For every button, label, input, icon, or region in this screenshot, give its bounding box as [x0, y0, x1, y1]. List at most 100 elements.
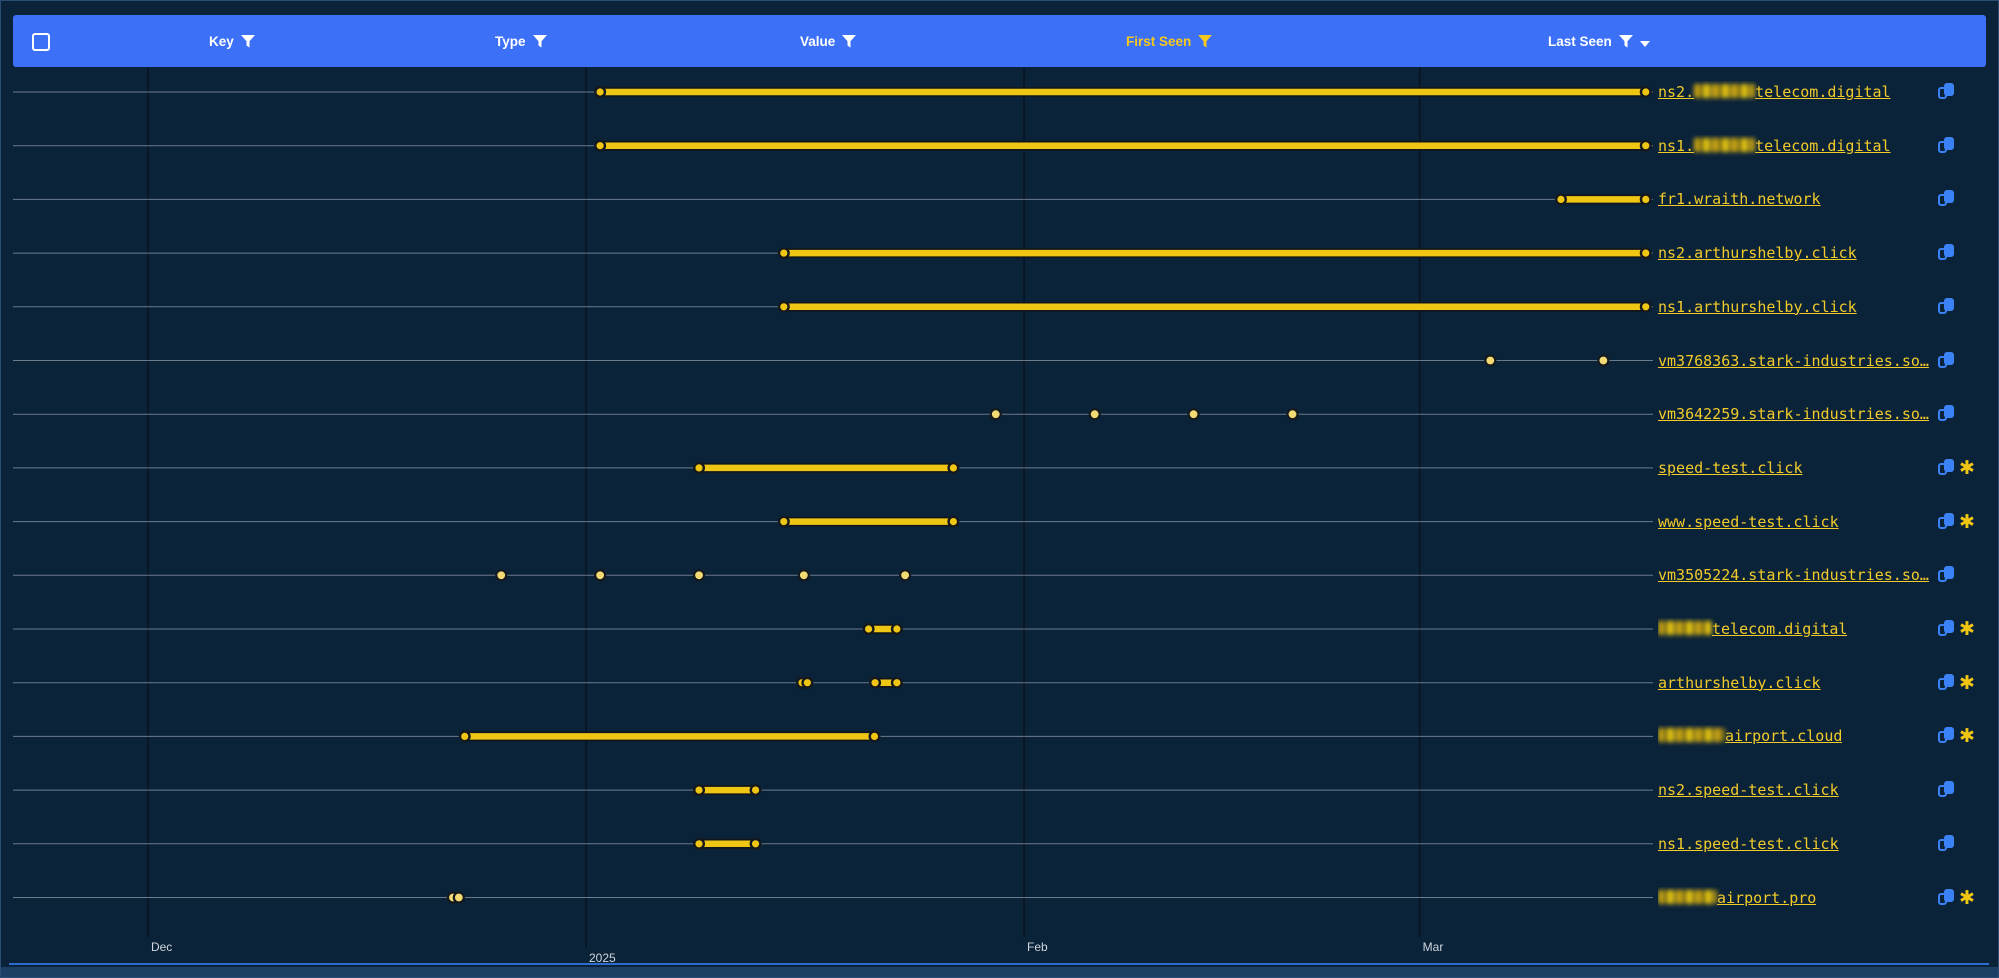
timeline-bar-endpoint[interactable] — [1639, 193, 1652, 206]
timeline-point[interactable] — [1286, 408, 1299, 421]
timeline-point[interactable] — [1187, 408, 1200, 421]
copy-icon[interactable] — [1938, 405, 1955, 423]
column-label: First Seen — [1126, 33, 1192, 49]
domain-link[interactable]: ns1.arthurshelby.click — [1658, 296, 1857, 318]
select-all-checkbox[interactable] — [32, 33, 50, 51]
timeline-bar-endpoint[interactable] — [777, 515, 790, 528]
copy-icon-front — [1944, 888, 1954, 902]
timeline-bar-endpoint[interactable] — [693, 461, 706, 474]
copy-icon[interactable] — [1938, 244, 1955, 262]
timeline-point[interactable] — [1484, 354, 1497, 367]
domain-link[interactable]: airport.pro — [1658, 887, 1816, 909]
domain-text: ns1.speed-test.click — [1658, 834, 1839, 853]
domain-text: vm3768363.stark-industries.so… — [1658, 351, 1929, 370]
timeline-bar-endpoint[interactable] — [890, 676, 903, 689]
timeline-bar-endpoint[interactable] — [1639, 247, 1652, 260]
timeline-bar-endpoint[interactable] — [777, 247, 790, 260]
copy-icon-front — [1944, 405, 1954, 419]
timeline-point[interactable] — [797, 569, 810, 582]
domain-link[interactable]: speed-test.click — [1658, 457, 1803, 479]
timeline-bar-endpoint[interactable] — [594, 85, 607, 98]
domain-link[interactable]: airport.cloud — [1658, 725, 1842, 747]
copy-icon[interactable] — [1938, 190, 1955, 208]
domain-link[interactable]: fr1.wraith.network — [1658, 188, 1821, 210]
timeline-bar-endpoint[interactable] — [947, 461, 960, 474]
table-header: Key Type Value First Seen Last Seen — [13, 15, 1986, 67]
timeline-bar-endpoint[interactable] — [749, 784, 762, 797]
domain-link[interactable]: www.speed-test.click — [1658, 511, 1839, 533]
copy-icon[interactable] — [1938, 727, 1955, 745]
timeline-bar-endpoint[interactable] — [693, 837, 706, 850]
timeline-point[interactable] — [1597, 354, 1610, 367]
timeline-bar-endpoint[interactable] — [947, 515, 960, 528]
copy-icon[interactable] — [1938, 673, 1955, 692]
timeline-bar-endpoint[interactable] — [801, 676, 814, 689]
copy-icon-front — [1944, 727, 1954, 741]
copy-icon[interactable] — [1938, 566, 1955, 584]
column-header-value[interactable]: Value — [800, 15, 857, 67]
filter-icon[interactable] — [240, 34, 255, 48]
timeline-bar-endpoint[interactable] — [777, 300, 790, 313]
copy-icon[interactable] — [1938, 83, 1955, 101]
copy-icon[interactable] — [1938, 834, 1955, 853]
timeline-bar-endpoint[interactable] — [749, 837, 762, 850]
domain-link[interactable]: ns1. telecom.digital — [1658, 135, 1891, 157]
domain-link[interactable]: vm3505224.stark-industries.so… — [1658, 564, 1929, 586]
timeline-point[interactable] — [452, 891, 465, 904]
timeline-bar-endpoint[interactable] — [1639, 300, 1652, 313]
star-icon[interactable]: ✱ — [1959, 671, 1975, 694]
copy-icon[interactable] — [1938, 297, 1955, 316]
timeline-point[interactable] — [692, 569, 706, 582]
star-icon[interactable]: ✱ — [1959, 725, 1975, 748]
timeline-bar-endpoint[interactable] — [458, 730, 471, 743]
bottom-scroll-line[interactable] — [9, 963, 1989, 965]
domain-link[interactable]: telecom.digital — [1658, 618, 1847, 640]
timeline-bar-endpoint[interactable] — [1639, 85, 1652, 98]
copy-icon[interactable] — [1938, 512, 1955, 531]
column-header-type[interactable]: Type — [495, 15, 547, 67]
copy-icon[interactable] — [1938, 620, 1955, 638]
star-icon[interactable]: ✱ — [1959, 510, 1975, 533]
domain-link[interactable]: ns2. telecom.digital — [1658, 81, 1891, 103]
redacted-blur — [1658, 889, 1717, 904]
timeline-bar-endpoint[interactable] — [869, 676, 882, 689]
domain-link[interactable]: ns2.speed-test.click — [1658, 779, 1839, 801]
timeline-point[interactable] — [594, 569, 607, 582]
copy-icon[interactable] — [1938, 888, 1955, 907]
timeline-bar-endpoint[interactable] — [1554, 193, 1567, 206]
timeline-point[interactable] — [899, 569, 912, 582]
timeline-bar-endpoint[interactable] — [862, 623, 875, 636]
filter-icon[interactable] — [842, 34, 857, 48]
timeline-bar-endpoint[interactable] — [1639, 139, 1652, 152]
copy-icon-front — [1944, 512, 1954, 526]
domain-link[interactable]: ns2.arthurshelby.click — [1658, 242, 1857, 264]
column-header-first-seen[interactable]: First Seen — [1126, 15, 1213, 67]
domain-link[interactable]: ns1.speed-test.click — [1658, 833, 1839, 855]
timeline-point[interactable] — [495, 569, 508, 582]
copy-icon[interactable] — [1938, 351, 1955, 370]
column-header-key[interactable]: Key — [209, 15, 255, 67]
filter-icon[interactable] — [1618, 34, 1633, 48]
column-header-last-seen[interactable]: Last Seen — [1548, 15, 1650, 67]
timeline-bar-endpoint[interactable] — [868, 730, 881, 743]
table-row: ns1.arthurshelby.click — [1658, 296, 1988, 318]
sort-caret-icon[interactable] — [1639, 41, 1650, 47]
copy-icon[interactable] — [1938, 136, 1955, 155]
timeline-bar-endpoint[interactable] — [594, 139, 607, 152]
filter-icon[interactable] — [1198, 34, 1213, 48]
timeline-bar-endpoint[interactable] — [890, 623, 903, 636]
timeline-point[interactable] — [989, 408, 1002, 421]
copy-icon[interactable] — [1938, 781, 1955, 799]
domain-link[interactable]: vm3768363.stark-industries.so… — [1658, 350, 1929, 372]
timeline-point[interactable] — [1088, 408, 1101, 421]
copy-icon[interactable] — [1938, 458, 1955, 477]
domain-link[interactable]: vm3642259.stark-industries.so… — [1658, 403, 1929, 425]
filter-icon[interactable] — [532, 34, 547, 48]
timeline-bar-endpoint[interactable] — [693, 784, 706, 797]
axis-tick-label: 2025 — [589, 951, 616, 965]
star-icon[interactable]: ✱ — [1959, 886, 1975, 909]
star-icon[interactable]: ✱ — [1959, 618, 1975, 640]
domain-link[interactable]: arthurshelby.click — [1658, 672, 1821, 694]
star-icon[interactable]: ✱ — [1959, 456, 1975, 479]
copy-icon-front — [1944, 781, 1954, 795]
